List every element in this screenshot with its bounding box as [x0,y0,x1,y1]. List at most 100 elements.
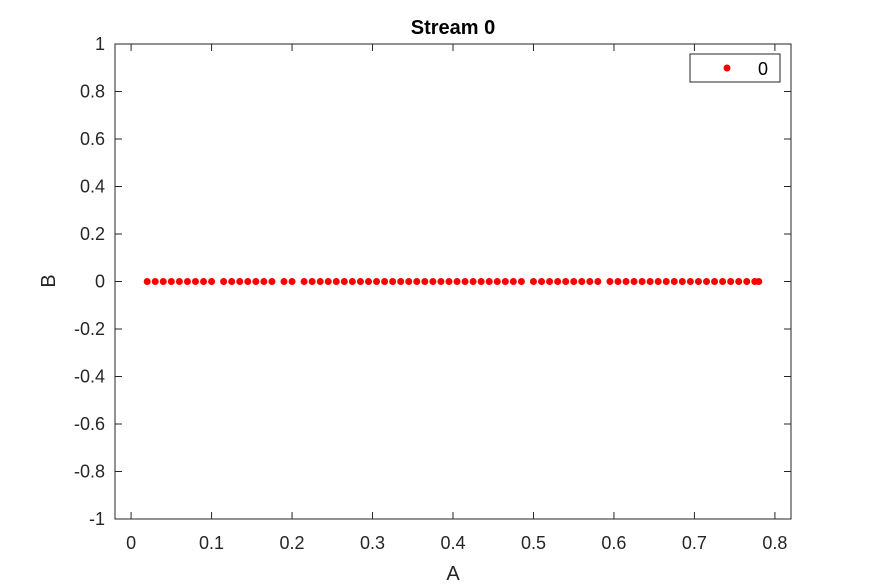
data-point [183,278,191,285]
data-points [143,278,763,285]
data-point [654,278,662,285]
chart-title: Stream 0 [411,17,496,39]
data-point [316,278,324,285]
y-tick-label: 0.4 [80,177,105,197]
data-point [220,278,228,285]
data-point [167,278,175,285]
data-point [348,278,356,285]
data-point [678,278,686,285]
y-tick-label: -0.6 [74,414,105,434]
data-point [554,278,562,285]
data-point [586,278,594,285]
y-tick-label: 0.8 [80,82,105,102]
data-point [143,278,151,285]
x-tick-label: 0.5 [521,533,546,553]
y-tick-label: -1 [89,509,105,529]
y-axis-ticks: 1 0.8 0.6 0.4 0.2 0 -0.2 -0.4 -0.6 -0.8 -1 [74,34,791,529]
data-point [260,278,268,285]
data-point [228,278,236,285]
data-point [405,278,413,285]
y-tick-label: -0.8 [74,462,105,482]
data-point [719,278,727,285]
data-point [421,278,429,285]
data-point [735,278,743,285]
data-point [477,278,485,285]
x-tick-label: 0.6 [601,533,626,553]
data-point [191,278,199,285]
data-point [200,278,208,285]
y-tick-label: -0.2 [74,319,105,339]
data-point [208,278,216,285]
data-point [755,278,763,285]
x-tick-label: 0.2 [280,533,305,553]
data-point [501,278,509,285]
x-tick-label: 0.7 [682,533,707,553]
data-point [445,278,453,285]
data-point [469,278,477,285]
data-point [546,278,554,285]
x-axis-ticks: 0 0.1 0.2 0.3 0.4 0.5 0.6 0.7 0.8 [126,44,787,553]
data-point [570,278,578,285]
data-point [151,278,159,285]
data-point [288,278,296,285]
data-point [159,278,167,285]
data-point [711,278,719,285]
plot-area [114,43,792,520]
y-tick-label: 1 [95,34,105,54]
legend: 0 [689,53,781,83]
x-tick-label: 0.3 [360,533,385,553]
y-tick-label: 0.2 [80,224,105,244]
data-point [606,278,614,285]
data-point [646,278,654,285]
data-point [365,278,372,285]
data-point [308,278,316,285]
x-tick-label: 0.1 [199,533,224,553]
data-point [175,278,183,285]
data-point [562,278,570,285]
x-tick-label: 0.8 [762,533,787,553]
data-point [485,278,493,285]
data-point [509,278,517,285]
data-point [453,278,461,285]
data-point [630,278,638,285]
data-point [614,278,622,285]
x-tick-label: 0 [126,533,136,553]
data-point [340,278,348,285]
data-point [670,278,678,285]
data-point [236,278,244,285]
y-tick-label: 0.6 [80,129,105,149]
data-point [332,278,340,285]
data-point [437,278,445,285]
data-point [413,278,421,285]
data-point [694,278,702,285]
data-point [517,278,525,285]
data-point [356,278,364,285]
data-point [538,278,546,285]
data-point [373,278,381,285]
data-point [280,278,288,285]
data-point [703,278,710,285]
data-point [461,278,469,285]
x-axis-label: A [446,563,460,585]
data-point [594,278,602,285]
y-axis-label: B [38,274,60,287]
legend-label: 0 [758,59,768,79]
data-point [529,278,537,285]
data-point [397,278,405,285]
data-point [244,278,252,285]
legend-marker-icon [723,64,731,72]
data-point [727,278,735,285]
data-point [268,278,276,285]
data-point [638,278,646,285]
data-point [429,278,437,285]
data-point [381,278,389,285]
data-point [686,278,694,285]
data-point [578,278,586,285]
data-point [662,278,670,285]
legend-box [689,53,781,83]
data-point [389,278,397,285]
y-tick-label: -0.4 [74,367,105,387]
data-point [743,278,751,285]
data-point [324,278,332,285]
